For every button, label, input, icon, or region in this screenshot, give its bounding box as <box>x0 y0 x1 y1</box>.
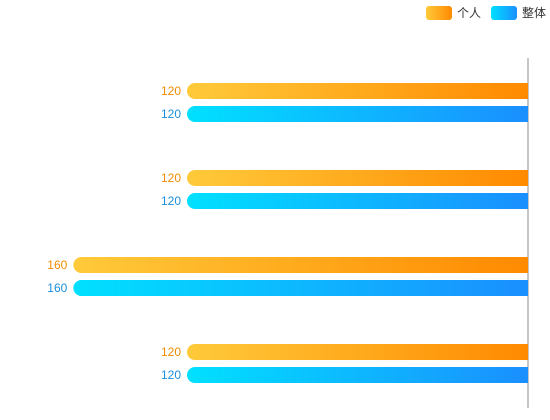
data-label-personal-4: 120 <box>161 345 181 359</box>
bar-personal-1[interactable] <box>187 83 528 99</box>
chart-legend: 个人 整体 <box>425 4 546 21</box>
data-label-overall-3: 160 <box>47 281 67 295</box>
data-label-personal-1: 120 <box>161 84 181 98</box>
legend-swatch-overall <box>490 5 517 20</box>
bar-overall-3[interactable] <box>73 280 528 296</box>
legend-swatch-personal <box>425 5 452 20</box>
bar-overall-4[interactable] <box>187 367 528 383</box>
bars-layer <box>73 83 528 383</box>
data-label-overall-4: 120 <box>161 368 181 382</box>
data-label-personal-3: 160 <box>47 258 67 272</box>
bar-overall-1[interactable] <box>187 106 528 122</box>
bar-personal-2[interactable] <box>187 170 528 186</box>
legend-label-personal: 个人 <box>456 6 481 20</box>
legend-item-overall[interactable]: 整体 <box>490 4 546 21</box>
data-label-overall-1: 120 <box>161 107 181 121</box>
legend-label-overall: 整体 <box>521 6 546 20</box>
bar-personal-3[interactable] <box>73 257 528 273</box>
data-label-personal-2: 120 <box>161 171 181 185</box>
bar-overall-2[interactable] <box>187 193 528 209</box>
data-label-overall-2: 120 <box>161 194 181 208</box>
labels-layer: 120 120 120 120 160 160 120 120 <box>47 84 181 382</box>
bar-personal-4[interactable] <box>187 344 528 360</box>
legend-item-personal[interactable]: 个人 <box>425 4 481 21</box>
